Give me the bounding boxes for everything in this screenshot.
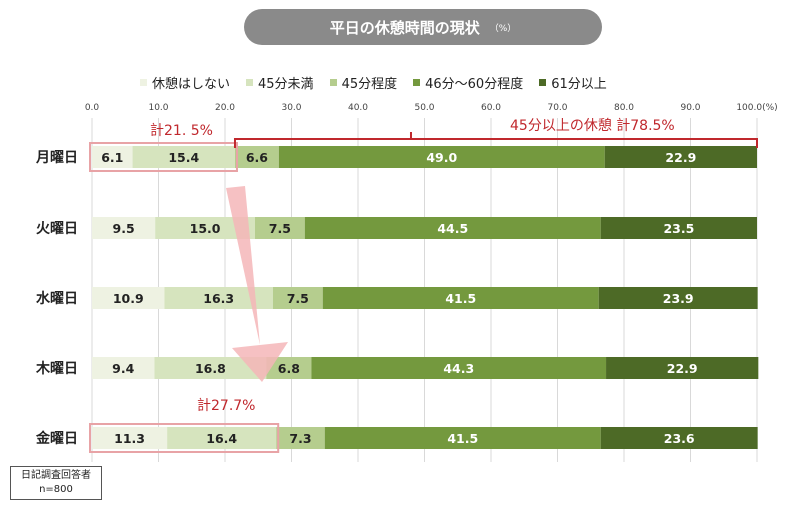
bar-segment	[92, 217, 156, 239]
data-label: 11.3	[114, 431, 145, 446]
sample-note-source: 日記調査回答者	[21, 470, 91, 481]
data-label: 23.5	[663, 221, 694, 236]
category-label: 月曜日	[35, 150, 78, 166]
data-label: 7.5	[287, 291, 309, 306]
x-tick-label: 90.0	[680, 103, 700, 113]
data-label: 22.9	[667, 361, 698, 376]
bar-segment	[164, 287, 273, 309]
data-label: 44.3	[443, 361, 474, 376]
sample-note-count: n=800	[39, 484, 73, 495]
legend-item: 46分～60分程度	[413, 73, 523, 92]
bar-segment	[322, 287, 599, 309]
data-label: 10.9	[113, 291, 144, 306]
bar-segment	[272, 287, 323, 309]
bar-segment	[234, 146, 279, 168]
bar-segment	[600, 217, 757, 239]
data-label: 49.0	[426, 150, 457, 165]
category-label: 木曜日	[35, 360, 78, 377]
chart-title-text: 平日の休憩時間の現状	[329, 18, 480, 37]
data-label: 7.5	[269, 221, 291, 236]
x-tick-label: 70.0	[547, 103, 567, 113]
category-label: 水曜日	[36, 290, 78, 307]
legend: 休憩はしない 45分未満 45分程度 46分～60分程度 61分以上	[140, 73, 607, 92]
legend-item: 45分未満	[246, 73, 314, 92]
x-tick-label: 60.0	[481, 103, 501, 113]
data-label: 6.6	[246, 150, 268, 165]
bar-segment	[167, 427, 277, 449]
category-label: 金曜日	[35, 430, 78, 447]
data-label: 22.9	[665, 150, 696, 165]
data-label: 23.9	[663, 291, 694, 306]
category-label: 火曜日	[36, 221, 78, 237]
bar-segment	[604, 146, 757, 168]
bar-segment	[92, 357, 155, 379]
legend-swatch	[413, 79, 421, 86]
data-label: 44.5	[437, 221, 468, 236]
legend-label: 休憩はしない	[152, 77, 231, 92]
chart-title-unit: （%）	[489, 23, 517, 34]
x-tick-label: 100.0(%)	[736, 103, 777, 113]
bar-segment	[92, 287, 165, 309]
legend-swatch	[246, 79, 254, 86]
legend-swatch	[539, 79, 547, 86]
bar-segment	[154, 357, 267, 379]
legend-item: 61分以上	[539, 73, 607, 92]
over45-total-annotation: 45分以上の休憩 計78.5%	[510, 117, 675, 134]
bar-segment	[92, 427, 168, 449]
monday-highlight-box	[89, 142, 238, 172]
legend-label: 45分程度	[341, 77, 398, 92]
bar-segment	[598, 287, 758, 309]
bar-segment	[276, 427, 325, 449]
trend-arrow	[226, 186, 288, 382]
legend-label: 46分～60分程度	[425, 77, 524, 92]
data-label: 7.3	[289, 431, 311, 446]
sample-note: 日記調査回答者 n=800	[10, 466, 102, 500]
bar-segment	[155, 217, 255, 239]
bar-segment	[132, 146, 235, 168]
data-label: 6.8	[278, 361, 300, 376]
data-label: 6.1	[101, 150, 123, 165]
x-tick-label: 40.0	[348, 103, 368, 113]
data-label: 16.8	[195, 361, 226, 376]
data-label: 9.4	[112, 361, 134, 376]
bar-segment	[606, 357, 759, 379]
legend-item: 休憩はしない	[140, 73, 230, 92]
bar-segment	[92, 146, 133, 168]
bar-segment	[254, 217, 305, 239]
data-label: 41.5	[447, 431, 478, 446]
friday-highlight-box	[89, 423, 280, 453]
bar-segment	[324, 427, 601, 449]
data-label: 16.4	[206, 431, 237, 446]
x-tick-label: 0.0	[85, 103, 100, 113]
legend-swatch	[329, 79, 337, 86]
over45-bracket	[233, 132, 758, 148]
legend-label: 61分以上	[551, 77, 607, 92]
chart-title: 平日の休憩時間の現状 （%）	[244, 9, 602, 45]
friday-total-annotation: 計27.7%	[197, 398, 255, 414]
x-tick-label: 80.0	[614, 103, 634, 113]
data-label: 9.5	[113, 221, 135, 236]
data-label: 15.0	[190, 221, 221, 236]
data-label: 41.5	[445, 291, 476, 306]
monday-total-annotation: 計21. 5%	[150, 123, 213, 139]
bar-segment	[600, 427, 758, 449]
legend-label: 45分未満	[258, 77, 314, 92]
x-tick-label: 50.0	[414, 103, 434, 113]
bar-segment	[311, 357, 607, 379]
data-label: 16.3	[203, 291, 234, 306]
data-label: 23.6	[664, 431, 695, 446]
bar-segment	[266, 357, 312, 379]
bar-segment	[304, 217, 601, 239]
x-tick-label: 10.0	[148, 103, 168, 113]
x-tick-label: 20.0	[215, 103, 235, 113]
legend-swatch	[140, 79, 147, 86]
legend-item: 45分程度	[329, 73, 398, 92]
x-tick-label: 30.0	[281, 103, 301, 113]
data-label: 15.4	[168, 150, 199, 165]
bar-segment	[278, 146, 605, 168]
